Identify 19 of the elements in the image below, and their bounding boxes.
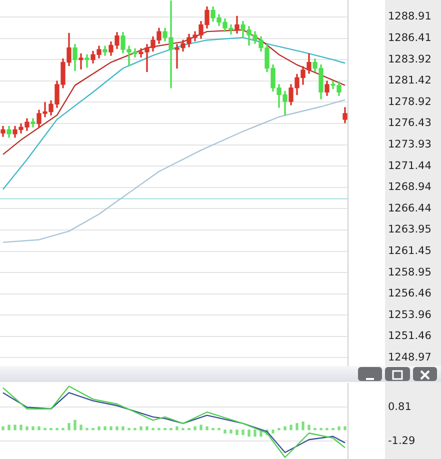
y-tick-label: 1276.43 [388, 117, 432, 130]
y-tick-label: 1283.92 [388, 53, 432, 66]
y-tick-label: 1268.94 [388, 181, 432, 194]
y-tick-label: 0.81 [388, 400, 412, 413]
y-tick-label: 1271.44 [388, 160, 432, 172]
y-tick-label: 1278.92 [388, 96, 432, 108]
y-tick-label: 1281.42 [388, 74, 432, 87]
y-tick-label: 1266.44 [388, 202, 432, 214]
y-tick-label: 1248.97 [388, 351, 432, 364]
y-tick-label: -1.29 [388, 434, 416, 447]
y-tick-label: 1261.45 [388, 244, 432, 257]
y-tick-label: 1253.96 [388, 308, 432, 321]
y-tick-label: 1251.46 [388, 330, 432, 342]
y-tick-label: 1258.95 [388, 266, 432, 278]
y-tick-label: 1273.93 [388, 138, 432, 151]
y-tick-label: 1288.91 [388, 10, 432, 23]
y-tick-label: 1286.41 [388, 32, 432, 44]
y-tick-label: 1256.46 [388, 288, 432, 300]
y-tick-label: 1263.95 [388, 224, 432, 236]
